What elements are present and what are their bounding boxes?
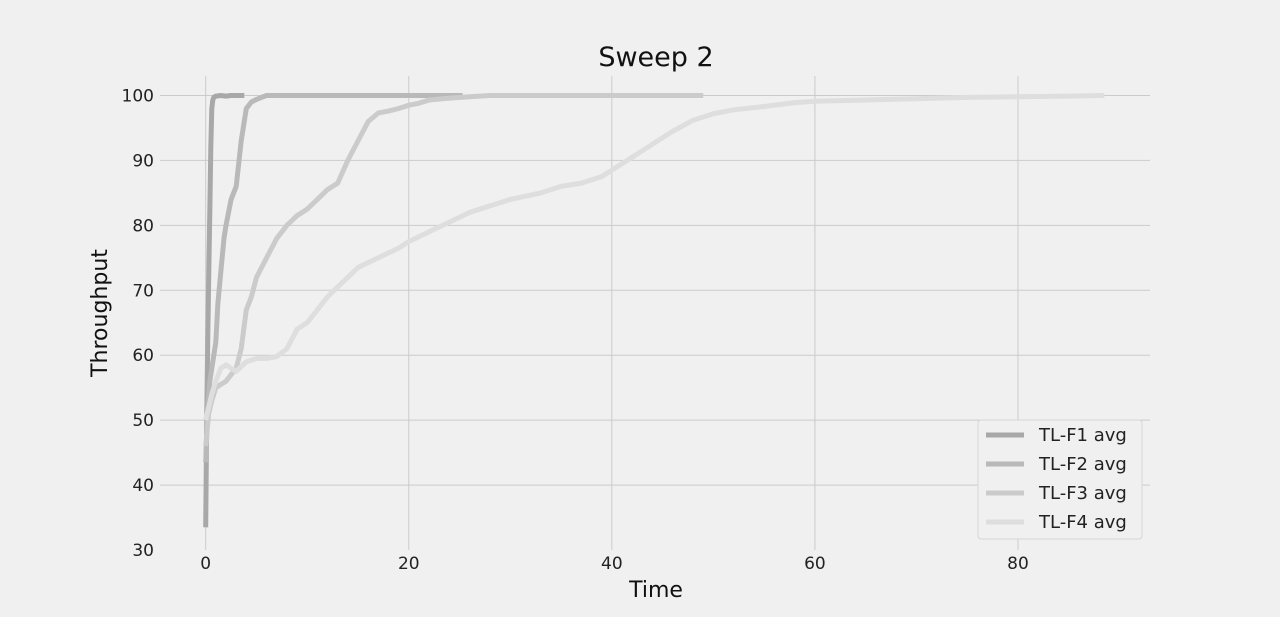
y-tick-label: 60 [132,346,154,366]
y-tick-label: 100 [122,86,154,106]
y-tick-label: 40 [132,476,154,496]
y-tick-label: 30 [132,541,154,561]
y-axis-label: Throughput [88,249,113,378]
legend-label-1: TL-F1 avg [1038,425,1127,446]
series-line-2 [203,93,463,463]
y-tick-label: 70 [132,281,154,301]
series-line-4 [203,93,1105,421]
legend-label-2: TL-F2 avg [1038,454,1127,475]
x-tick-label: 20 [398,554,420,574]
x-axis-label: Time [628,578,683,603]
legend-label-3: TL-F3 avg [1038,483,1127,504]
chart-title: Sweep 2 [598,42,713,73]
series-lines [203,93,1105,528]
legend-frame [977,419,1143,540]
x-tick-label: 0 [200,554,211,574]
grid [160,76,1150,550]
tick-labels: 30 40 50 60 70 80 90 100 0 20 40 60 80 [122,86,1029,574]
x-tick-label: 60 [804,554,826,574]
x-tick-label: 40 [601,554,623,574]
series-line-3 [203,93,704,447]
x-tick-label: 80 [1007,554,1029,574]
legend: TL-F1 avg TL-F2 avg TL-F3 avg TL-F4 avg [977,419,1143,540]
y-tick-label: 80 [132,216,154,236]
y-tick-label: 90 [132,151,154,171]
y-tick-label: 50 [132,411,154,431]
legend-label-4: TL-F4 avg [1038,512,1127,533]
